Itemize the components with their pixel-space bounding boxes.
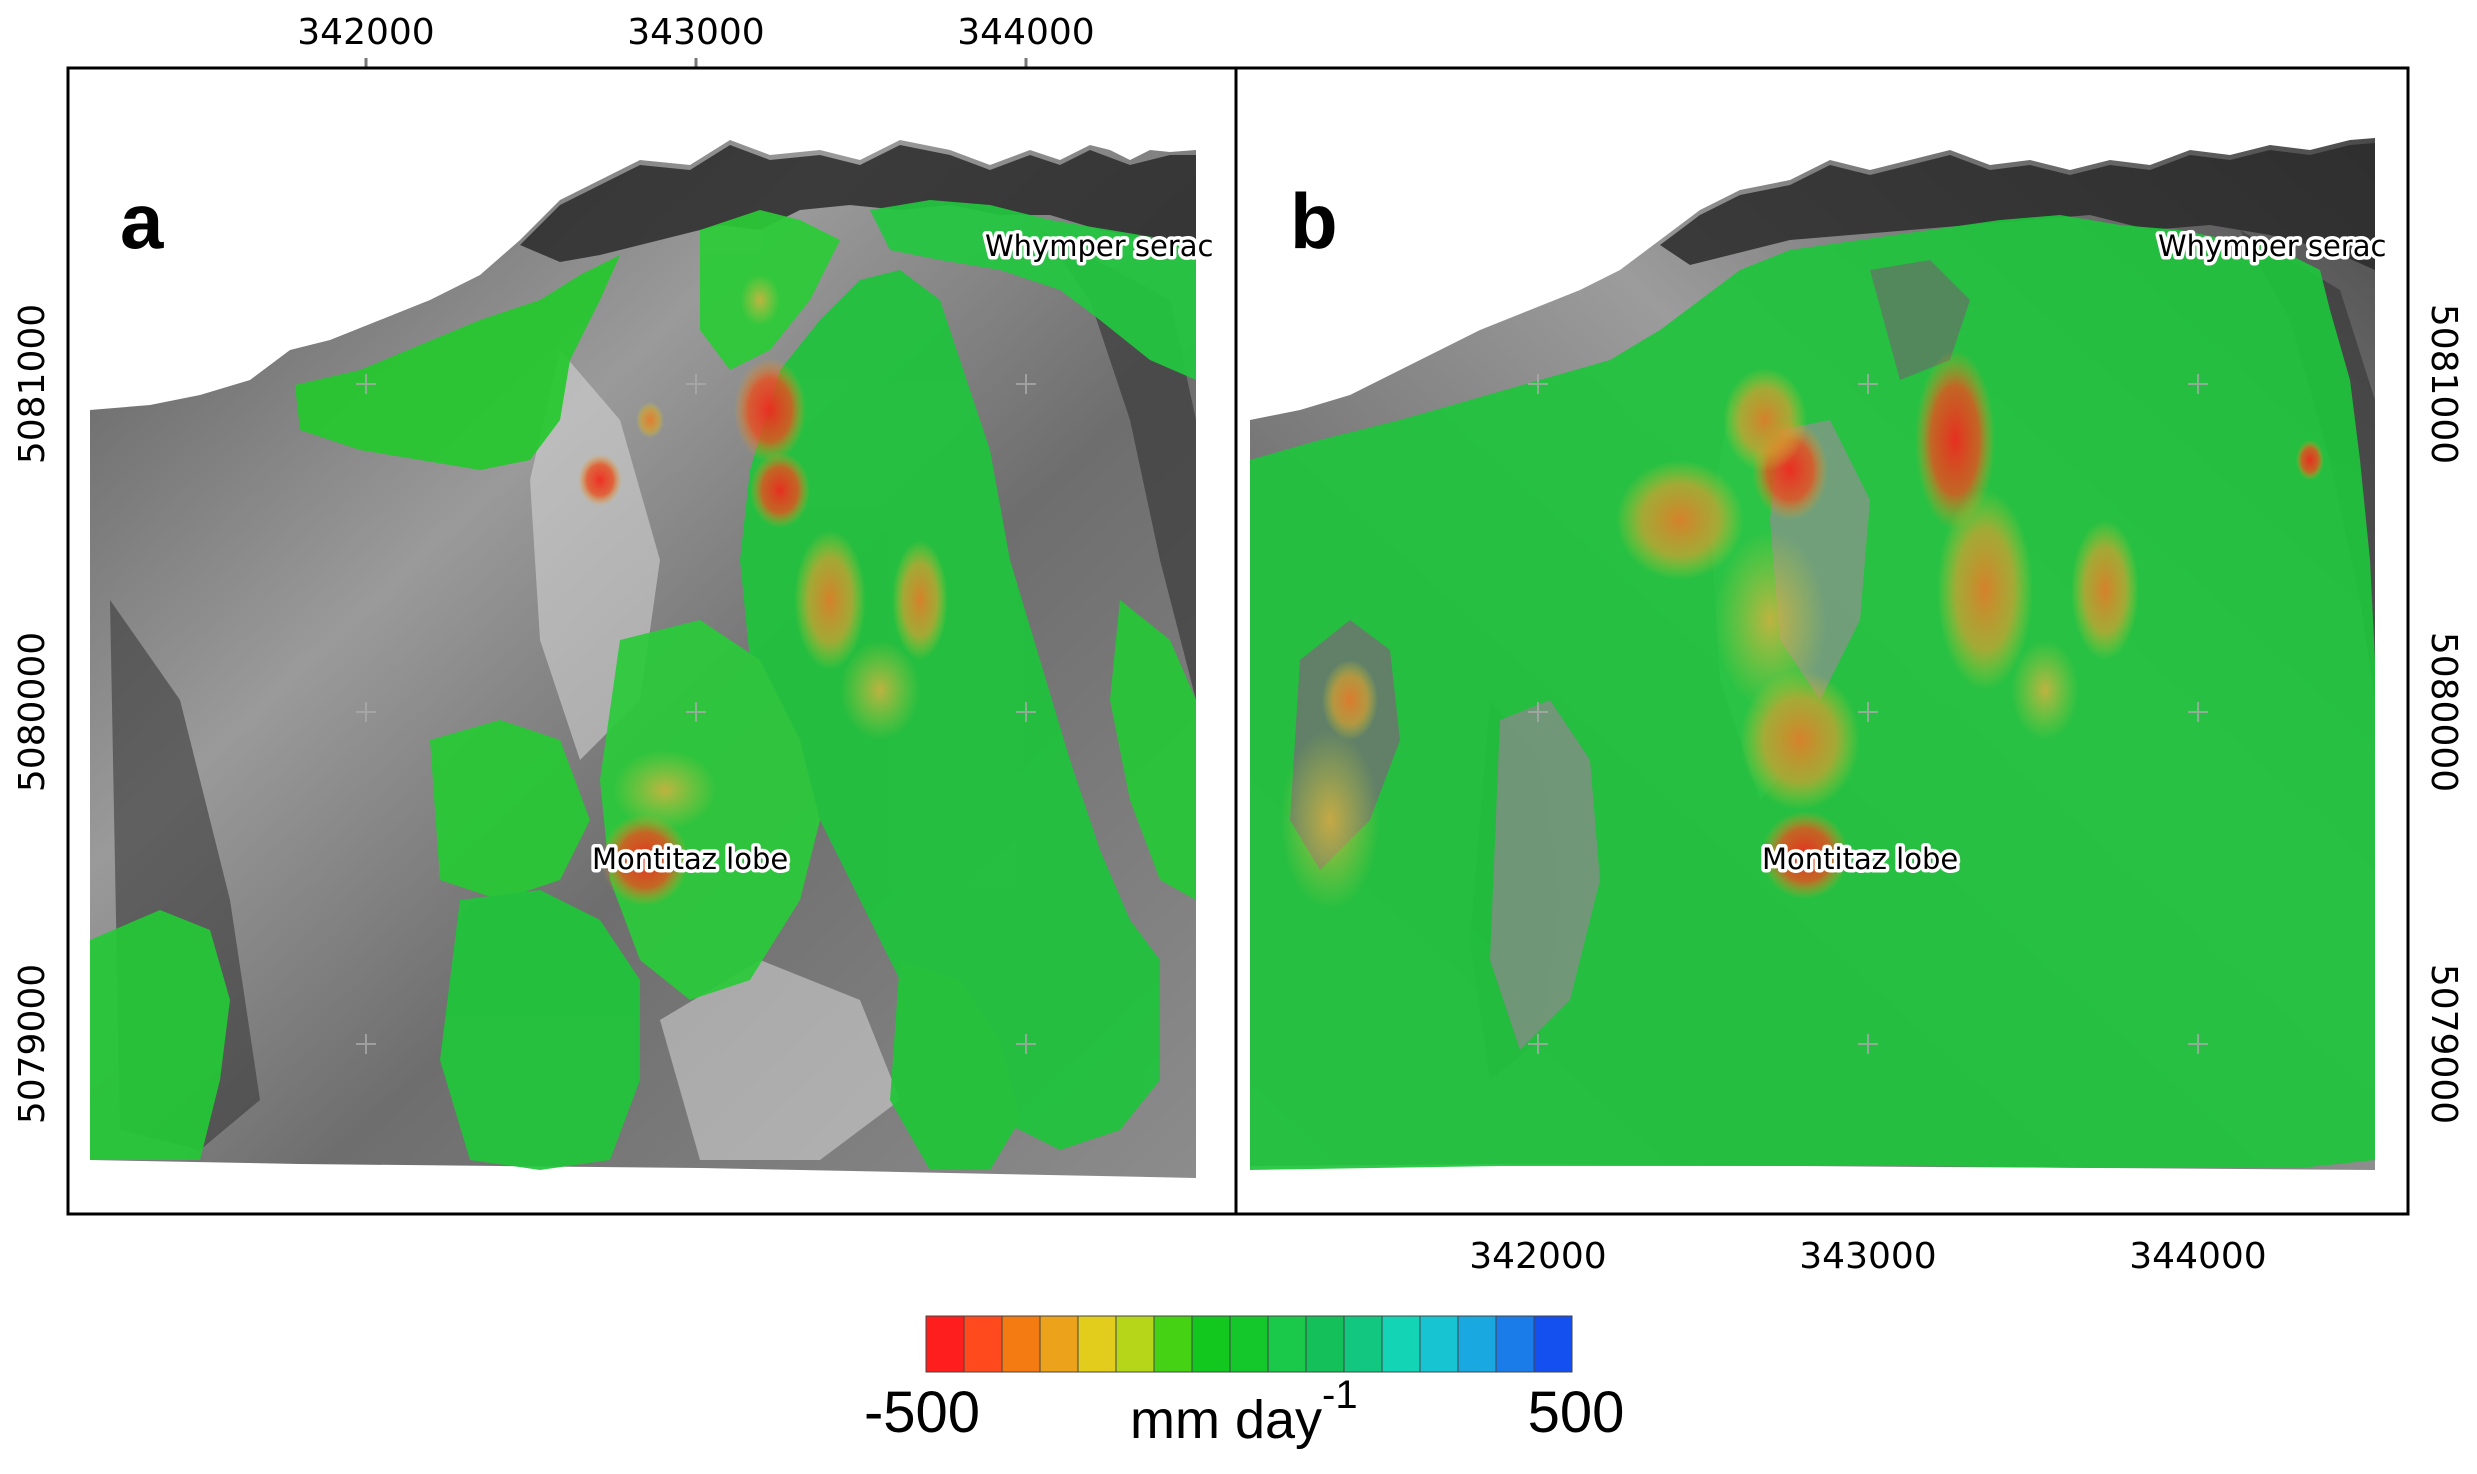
left-y-axis: 5081000 5080000 5079000 [12, 304, 53, 1124]
panel-b-ridge [1660, 143, 2375, 270]
right-y-tick-5080000: 5080000 [2423, 632, 2464, 792]
panel-a-label-montitaz-lobe: Montitaz lobe [592, 842, 788, 876]
bottom-x-tick-342000: 342000 [1469, 1236, 1606, 1277]
right-y-tick-5079000: 5079000 [2423, 964, 2464, 1124]
left-y-tick-5080000: 5080000 [12, 632, 53, 792]
legend-swatch [963, 1315, 1003, 1373]
legend-unit-base: mm day [1130, 1390, 1322, 1450]
legend-swatch [1305, 1315, 1345, 1373]
legend-min-label: -500 [864, 1380, 980, 1445]
top-x-tick-344000: 344000 [957, 12, 1094, 53]
legend-swatch [1039, 1315, 1079, 1373]
panel-b-letter: b [1290, 177, 1338, 265]
panel-b-hotspot-montitaz [1761, 811, 1849, 899]
legend-max-label: 500 [1528, 1380, 1625, 1445]
legend-swatch [925, 1315, 965, 1373]
legend-swatch [1077, 1315, 1117, 1373]
legend-swatch [1229, 1315, 1269, 1373]
legend-swatch [1001, 1315, 1041, 1373]
color-legend: -500 500 mm day-1 [864, 1315, 1625, 1450]
panel-a-velocity-overlay [90, 200, 1196, 1170]
panel-a-hotspot-upper [734, 358, 806, 462]
left-y-tick-5079000: 5079000 [12, 964, 53, 1124]
panel-b-label-whymper-serac: Whymper serac [2158, 229, 2386, 263]
left-y-tick-5081000: 5081000 [12, 304, 53, 464]
panel-b-label-montitaz-lobe: Montitaz lobe [1762, 842, 1958, 876]
legend-swatch [1343, 1315, 1383, 1373]
panel-a-hotspot-montitaz [601, 814, 689, 906]
legend-swatch [1191, 1315, 1231, 1373]
bottom-x-tick-344000: 344000 [2129, 1236, 2266, 1277]
legend-swatch [1381, 1315, 1421, 1373]
legend-swatch [1115, 1315, 1155, 1373]
legend-swatches [925, 1315, 1573, 1373]
panel-a-letter: a [120, 177, 164, 265]
bottom-x-axis: 342000 343000 344000 [1469, 1236, 2266, 1277]
right-y-axis: 5081000 5080000 5079000 [2423, 304, 2464, 1124]
legend-swatch [1495, 1315, 1535, 1373]
legend-unit-exponent: -1 [1322, 1373, 1358, 1417]
panel-a-ridge [520, 145, 1196, 262]
panel-a: a Whymper serac Montitaz lobe [66, 66, 1238, 1216]
legend-swatch [1153, 1315, 1193, 1373]
legend-swatch [1419, 1315, 1459, 1373]
legend-unit: mm day-1 [1130, 1373, 1358, 1450]
panel-b: b Whymper serac Montitaz lobe [1234, 66, 2410, 1216]
legend-swatch [1457, 1315, 1497, 1373]
panel-a-label-whymper-serac: Whymper serac [985, 229, 1213, 263]
legend-swatch [1533, 1315, 1573, 1373]
legend-swatch [1267, 1315, 1307, 1373]
right-y-tick-5081000: 5081000 [2423, 304, 2464, 464]
top-x-tick-343000: 343000 [627, 12, 764, 53]
bottom-x-tick-343000: 343000 [1799, 1236, 1936, 1277]
top-x-tick-342000: 342000 [297, 12, 434, 53]
top-x-axis: 342000 343000 344000 [297, 12, 1095, 68]
